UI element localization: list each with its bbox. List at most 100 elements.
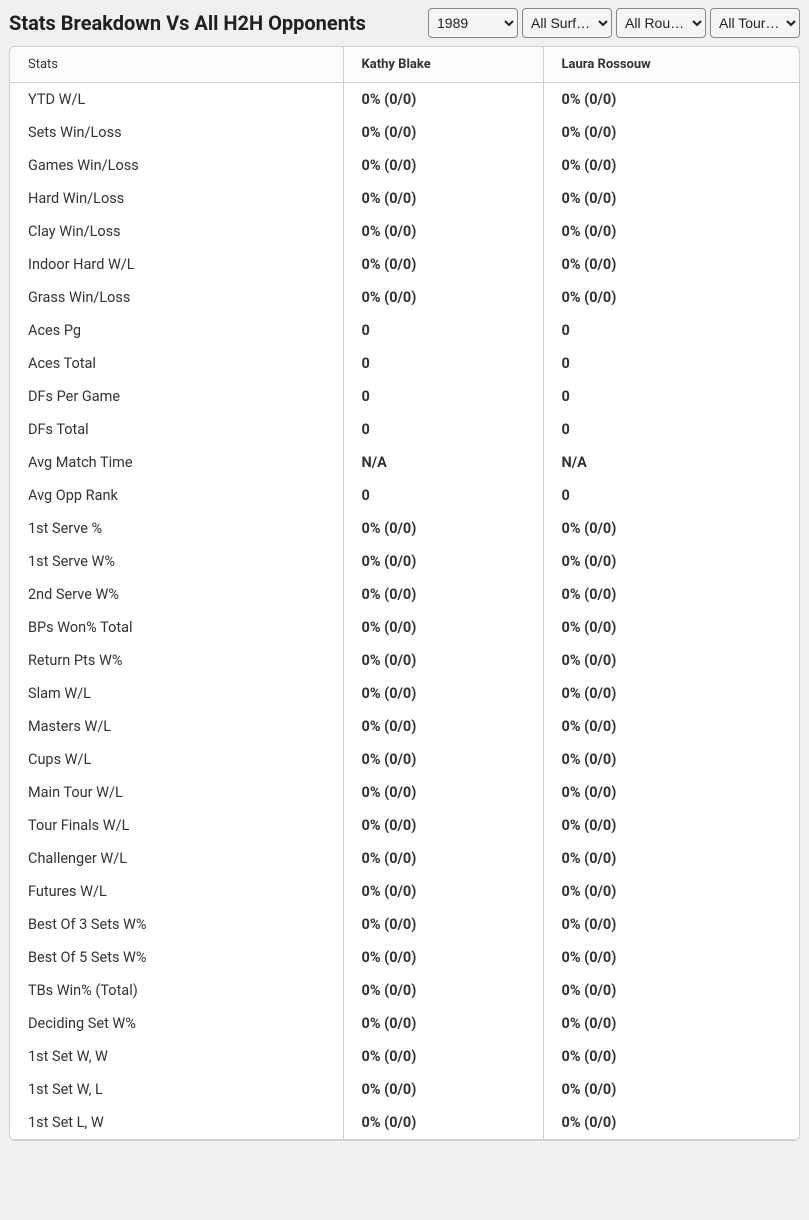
header-bar: Stats Breakdown Vs All H2H Opponents 198…	[0, 0, 809, 46]
table-row: DFs Per Game00	[10, 380, 799, 413]
stat-label: Best Of 3 Sets W%	[10, 908, 343, 941]
player1-value: 0	[343, 314, 543, 347]
table-row: Main Tour W/L0% (0/0)0% (0/0)	[10, 776, 799, 809]
player1-value: 0% (0/0)	[343, 1007, 543, 1040]
stat-label: BPs Won% Total	[10, 611, 343, 644]
player2-value: 0% (0/0)	[543, 908, 799, 941]
player1-value: 0% (0/0)	[343, 248, 543, 281]
table-row: Slam W/L0% (0/0)0% (0/0)	[10, 677, 799, 710]
stat-label: Return Pts W%	[10, 644, 343, 677]
player1-value: 0% (0/0)	[343, 809, 543, 842]
player2-value: N/A	[543, 446, 799, 479]
player1-value: 0% (0/0)	[343, 941, 543, 974]
table-row: Tour Finals W/L0% (0/0)0% (0/0)	[10, 809, 799, 842]
stat-label: Challenger W/L	[10, 842, 343, 875]
player1-value: 0% (0/0)	[343, 677, 543, 710]
table-row: TBs Win% (Total)0% (0/0)0% (0/0)	[10, 974, 799, 1007]
surface-select[interactable]: All Surf…	[522, 8, 612, 38]
table-row: DFs Total00	[10, 413, 799, 446]
table-row: 1st Set W, W0% (0/0)0% (0/0)	[10, 1040, 799, 1073]
tour-select[interactable]: All Tour…	[710, 8, 800, 38]
player1-value: 0% (0/0)	[343, 1073, 543, 1106]
table-row: Aces Pg00	[10, 314, 799, 347]
player2-value: 0	[543, 380, 799, 413]
stat-label: Tour Finals W/L	[10, 809, 343, 842]
player2-value: 0% (0/0)	[543, 512, 799, 545]
stat-label: Games Win/Loss	[10, 149, 343, 182]
player1-value: 0% (0/0)	[343, 1040, 543, 1073]
player2-value: 0% (0/0)	[543, 743, 799, 776]
stat-label: Aces Total	[10, 347, 343, 380]
table-row: 1st Set W, L0% (0/0)0% (0/0)	[10, 1073, 799, 1106]
player1-value: 0	[343, 380, 543, 413]
table-row: YTD W/L0% (0/0)0% (0/0)	[10, 83, 799, 117]
table-row: BPs Won% Total0% (0/0)0% (0/0)	[10, 611, 799, 644]
table-row: Avg Match TimeN/AN/A	[10, 446, 799, 479]
stat-label: Clay Win/Loss	[10, 215, 343, 248]
table-row: 1st Set L, W0% (0/0)0% (0/0)	[10, 1106, 799, 1140]
player2-value: 0% (0/0)	[543, 974, 799, 1007]
stat-label: 1st Set L, W	[10, 1106, 343, 1140]
table-row: Masters W/L0% (0/0)0% (0/0)	[10, 710, 799, 743]
player1-value: 0% (0/0)	[343, 644, 543, 677]
stat-label: 1st Set W, W	[10, 1040, 343, 1073]
player1-value: 0% (0/0)	[343, 512, 543, 545]
table-row: Avg Opp Rank00	[10, 479, 799, 512]
player1-value: 0% (0/0)	[343, 908, 543, 941]
table-row: 1st Serve %0% (0/0)0% (0/0)	[10, 512, 799, 545]
stat-label: YTD W/L	[10, 83, 343, 117]
round-select[interactable]: All Rou…	[616, 8, 706, 38]
col-header-player1: Kathy Blake	[343, 47, 543, 83]
stats-table: Stats Kathy Blake Laura Rossouw YTD W/L 0…	[10, 47, 799, 1140]
table-row: 2nd Serve W%0% (0/0)0% (0/0)	[10, 578, 799, 611]
player2-value: 0% (0/0)	[543, 1106, 799, 1140]
player1-value: 0	[343, 413, 543, 446]
player1-value: 0% (0/0)	[343, 611, 543, 644]
table-row: Challenger W/L0% (0/0)0% (0/0)	[10, 842, 799, 875]
stats-table-body: YTD W/L0% (0/0)0% (0/0)Sets Win/Loss0% (…	[10, 83, 799, 1140]
stat-label: TBs Win% (Total)	[10, 974, 343, 1007]
player2-value: 0% (0/0)	[543, 83, 799, 117]
player1-value: 0% (0/0)	[343, 875, 543, 908]
player2-value: 0	[543, 413, 799, 446]
player1-value: 0% (0/0)	[343, 776, 543, 809]
player2-value: 0	[543, 479, 799, 512]
player1-value: 0% (0/0)	[343, 842, 543, 875]
player1-value: 0% (0/0)	[343, 710, 543, 743]
player2-value: 0% (0/0)	[543, 116, 799, 149]
player2-value: 0% (0/0)	[543, 776, 799, 809]
player2-value: 0% (0/0)	[543, 215, 799, 248]
stat-label: Deciding Set W%	[10, 1007, 343, 1040]
stat-label: Grass Win/Loss	[10, 281, 343, 314]
player1-value: 0% (0/0)	[343, 149, 543, 182]
table-row: Aces Total00	[10, 347, 799, 380]
table-row: Futures W/L0% (0/0)0% (0/0)	[10, 875, 799, 908]
player2-value: 0% (0/0)	[543, 677, 799, 710]
player1-value: 0% (0/0)	[343, 116, 543, 149]
col-header-stats: Stats	[10, 47, 343, 83]
player2-value: 0% (0/0)	[543, 1007, 799, 1040]
stat-label: 1st Serve W%	[10, 545, 343, 578]
player2-value: 0% (0/0)	[543, 710, 799, 743]
player1-value: 0	[343, 479, 543, 512]
table-row: Return Pts W%0% (0/0)0% (0/0)	[10, 644, 799, 677]
stat-label: 1st Set W, L	[10, 1073, 343, 1106]
stat-label: Slam W/L	[10, 677, 343, 710]
player2-value: 0% (0/0)	[543, 545, 799, 578]
table-row: Sets Win/Loss0% (0/0)0% (0/0)	[10, 116, 799, 149]
stat-label: DFs Total	[10, 413, 343, 446]
stat-label: Best Of 5 Sets W%	[10, 941, 343, 974]
stat-label: 2nd Serve W%	[10, 578, 343, 611]
year-select[interactable]: 1989	[428, 8, 518, 38]
player2-value: 0% (0/0)	[543, 182, 799, 215]
stat-label: Indoor Hard W/L	[10, 248, 343, 281]
stats-table-container: Stats Kathy Blake Laura Rossouw YTD W/L 0…	[9, 46, 800, 1141]
table-header-row: Stats Kathy Blake Laura Rossouw	[10, 47, 799, 83]
col-header-player2: Laura Rossouw	[543, 47, 799, 83]
player1-value: 0	[343, 347, 543, 380]
player2-value: 0% (0/0)	[543, 1040, 799, 1073]
stat-label: Hard Win/Loss	[10, 182, 343, 215]
player2-value: 0% (0/0)	[543, 281, 799, 314]
player2-value: 0% (0/0)	[543, 248, 799, 281]
table-row: Best Of 5 Sets W%0% (0/0)0% (0/0)	[10, 941, 799, 974]
